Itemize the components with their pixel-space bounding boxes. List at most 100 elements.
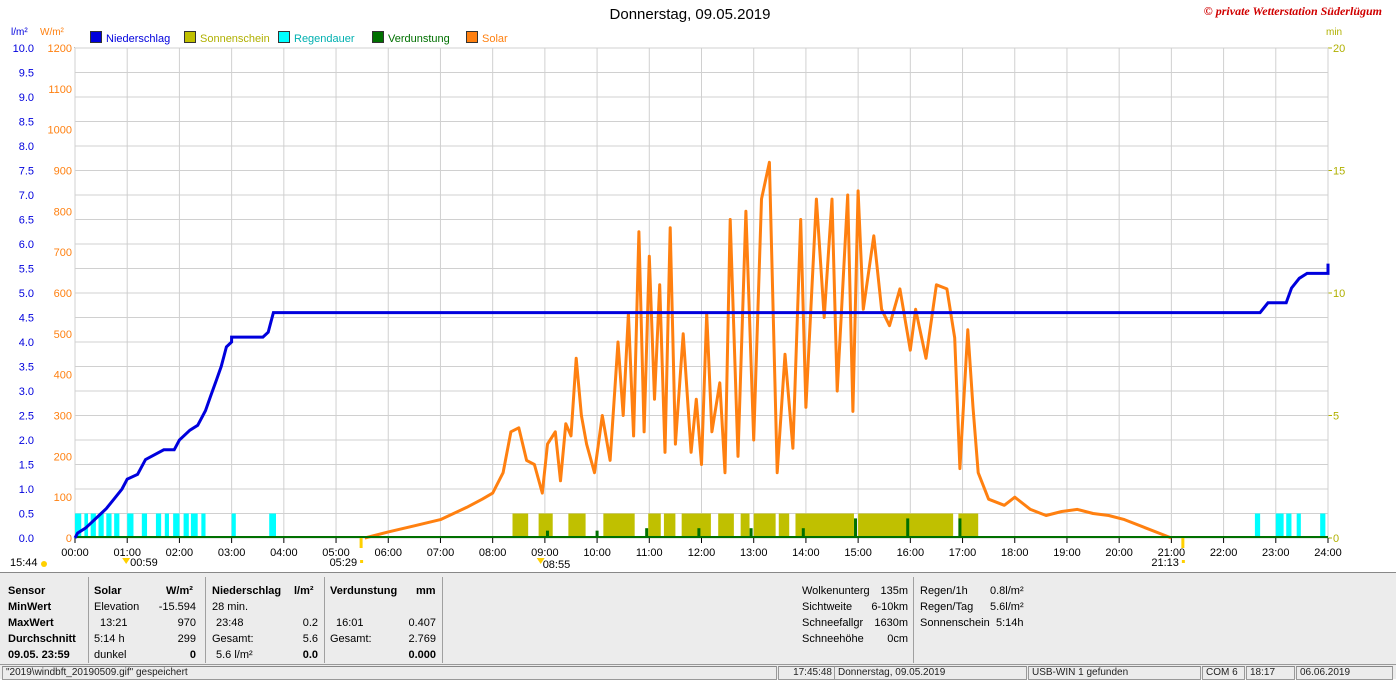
y-tick-rain: 0.0	[19, 533, 34, 545]
marker-arrow	[536, 558, 545, 564]
rain-duration-bar	[1286, 513, 1292, 538]
sensor-header: Sensor	[8, 585, 46, 597]
rain-duration-bar	[173, 513, 180, 538]
y-tick-solar: 1000	[48, 125, 72, 137]
y-tick-solar: 400	[54, 370, 72, 382]
rain-duration-bar	[1275, 513, 1284, 538]
y-tick-rain: 3.5	[19, 362, 34, 374]
solar-max-time: 13:21	[100, 617, 128, 629]
x-tick-label: 22:00	[1210, 547, 1238, 559]
sunshine-bar	[568, 513, 586, 538]
marker-dot	[41, 561, 47, 567]
rain-duration-bar	[75, 513, 82, 538]
column-divider	[442, 577, 443, 663]
rain-current-label: 5.6 l/m²	[216, 649, 253, 661]
y-tick-rain: 4.0	[19, 337, 34, 349]
sensor-row-avg: Durchschnitt	[8, 633, 76, 645]
sunshine-value: 5:14h	[996, 617, 1024, 629]
x-tick-label: 08:00	[479, 547, 507, 559]
evaporation-spike	[906, 518, 910, 538]
legend-swatch	[278, 31, 290, 43]
y-tick-rain: 1.5	[19, 460, 34, 472]
x-tick-label: 15:00	[844, 547, 872, 559]
rain-duration-bar	[90, 513, 96, 538]
x-tick-label: 03:00	[218, 547, 246, 559]
solar-min-value: -15.594	[158, 601, 196, 613]
marker-label: 00:59	[130, 557, 158, 569]
sunshine-bar	[648, 513, 661, 538]
minutes-unit-label: min	[1326, 27, 1343, 38]
rain-day-value: 5.6l/m²	[990, 601, 1024, 613]
rain-total-value: 5.6	[302, 633, 318, 645]
snowline-label: Schneefallgr	[802, 617, 864, 629]
y-tick-solar: 1100	[48, 84, 72, 96]
rain-max-time: 23:48	[216, 617, 244, 629]
x-tick-label: 07:00	[427, 547, 455, 559]
y-tick-rain: 1.0	[19, 484, 34, 496]
y-tick-solar: 200	[54, 451, 72, 463]
x-tick-label: 20:00	[1105, 547, 1133, 559]
solar-avg-label: 5:14 h	[94, 633, 125, 645]
sunshine-bar	[538, 513, 553, 538]
x-tick-label: 10:00	[583, 547, 611, 559]
rain-duration-bar	[127, 513, 134, 538]
precipitation-line	[73, 263, 1330, 539]
evap-max-value: 0.407	[408, 617, 436, 629]
evap-total-value: 2.769	[408, 633, 436, 645]
rain-duration-bar	[269, 513, 277, 538]
evaporation-spike	[801, 528, 805, 538]
y-tick-solar: 0	[66, 533, 72, 545]
evap-current-value: 0.000	[408, 649, 436, 661]
chart-area: Donnerstag, 09.05.2019 © private Wetters…	[10, 4, 1382, 571]
rain-duration-bar	[164, 513, 169, 538]
x-tick-label: 06:00	[374, 547, 402, 559]
legend-swatch	[466, 31, 478, 43]
x-tick-label: 00:00	[61, 547, 89, 559]
y-tick-rain: 7.0	[19, 190, 34, 202]
x-tick-label: 18:00	[1001, 547, 1029, 559]
x-tick-label: 11:00	[636, 547, 663, 559]
y-tick-rain: 4.5	[19, 313, 34, 325]
cloud-base-value: 135m	[880, 585, 908, 597]
x-tick-label: 17:00	[949, 547, 977, 559]
rain-duration-bar	[141, 513, 148, 538]
evaporation-spike	[645, 528, 649, 538]
evaporation-spike	[854, 518, 858, 538]
solar-avg-value: 299	[177, 633, 196, 645]
solar-min-label: Elevation	[94, 601, 140, 613]
marker-label: 05:29	[330, 557, 358, 569]
rain-duration-bar	[183, 513, 189, 538]
y-tick-solar: 300	[54, 411, 72, 423]
evap-header: Verdunstung	[330, 585, 398, 597]
column-divider	[324, 577, 325, 663]
rain-duration-bar	[106, 513, 112, 538]
legend-item-solar: Solar	[466, 31, 508, 45]
rain-duration-bar	[231, 513, 236, 538]
x-tick-label: 01:00	[113, 547, 141, 559]
y-tick-minutes: 0	[1333, 533, 1339, 545]
snow-depth-value: 0cm	[887, 633, 908, 645]
y-tick-rain: 8.5	[19, 117, 34, 129]
chart-plot: 0.0 0.5 1.0 1.5 2.0 2.5 3.0 3.5 4.0 4.5 5.0 5.5 6.0 6…	[10, 43, 1345, 571]
y-tick-rain: 5.0	[19, 288, 34, 300]
x-tick-label: 19:00	[1053, 547, 1081, 559]
statistics-panel: Sensor MinWert MaxWert Durchschnitt 09.0…	[0, 572, 1396, 665]
sunshine-bar	[718, 513, 734, 538]
x-tick-label: 24:00	[1314, 547, 1342, 559]
y-tick-solar: 100	[54, 492, 72, 504]
y-tick-minutes: 15	[1333, 166, 1345, 178]
evaporation-spike	[697, 528, 701, 538]
rain-current-value: 0.0	[302, 649, 318, 661]
x-tick-label: 02:00	[166, 547, 194, 559]
legend-swatch	[372, 31, 384, 43]
y-tick-minutes: 20	[1333, 43, 1345, 55]
chart-title: Donnerstag, 09.05.2019	[609, 6, 771, 23]
y-tick-solar: 1200	[48, 43, 72, 55]
rain-max-value: 0.2	[302, 617, 318, 629]
x-tick-label: 21:00	[1158, 547, 1186, 559]
x-tick-label: 16:00	[897, 547, 925, 559]
sunshine-bar	[603, 513, 635, 538]
marker-label: 08:55	[543, 559, 571, 571]
x-tick-label: 14:00	[792, 547, 820, 559]
rain-1h-label: Regen/1h	[920, 585, 968, 597]
